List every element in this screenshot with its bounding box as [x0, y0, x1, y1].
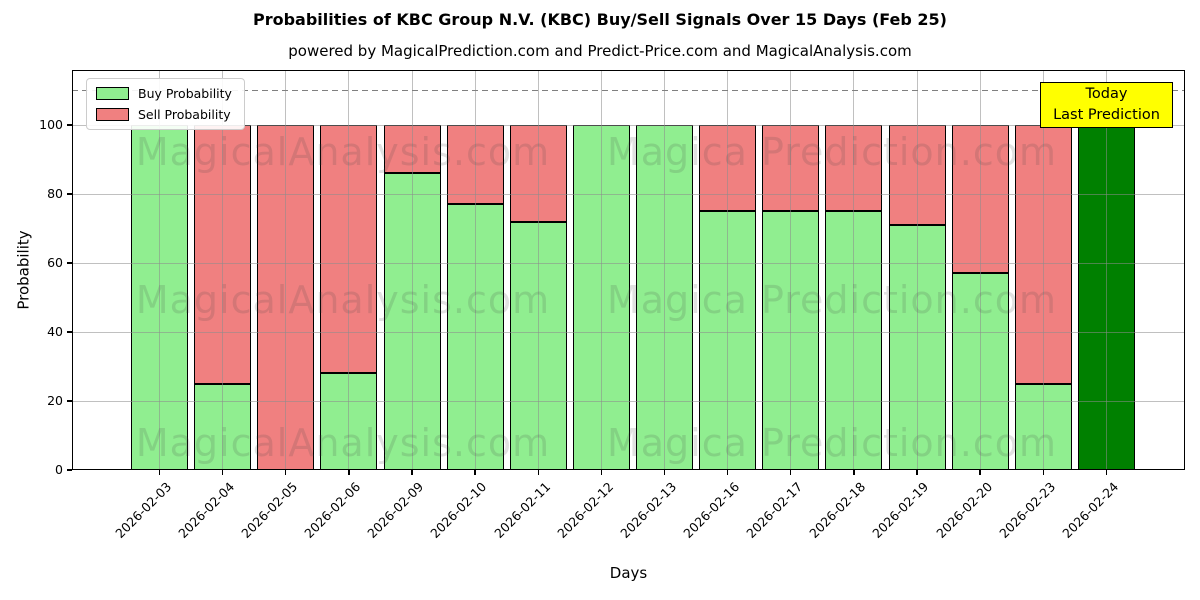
x-tick-mark — [221, 470, 224, 475]
legend-label-sell: Sell Probability — [138, 107, 231, 122]
x-tick-mark — [790, 470, 792, 475]
x-tick-mark — [853, 470, 855, 475]
vertical-gridline — [979, 70, 981, 470]
vertical-gridline — [159, 70, 160, 470]
y-tick-label: 40 — [47, 324, 63, 340]
x-tick-mark — [158, 470, 161, 475]
vertical-gridline — [790, 70, 792, 470]
x-tick-mark — [979, 470, 981, 475]
vertical-gridline — [916, 70, 918, 470]
y-tick-mark — [67, 124, 72, 126]
x-tick-mark — [411, 470, 413, 475]
vertical-gridline — [853, 70, 855, 470]
y-tick-label: 20 — [47, 393, 63, 409]
y-tick-mark — [67, 400, 72, 402]
x-tick-label: 2026-02-19 — [869, 479, 932, 541]
vertical-gridline — [1042, 70, 1044, 470]
legend-item-sell: Sell Probability — [96, 107, 232, 122]
sell-color-swatch — [96, 108, 129, 121]
x-tick-label: 2026-02-05 — [238, 479, 301, 541]
x-tick-label: 2026-02-09 — [364, 479, 427, 541]
x-tick-label: 2026-02-23 — [995, 479, 1058, 541]
vertical-gridline — [537, 70, 539, 470]
vertical-gridline — [285, 70, 287, 470]
x-tick-mark — [1105, 470, 1108, 475]
x-tick-mark — [474, 470, 476, 475]
x-tick-mark — [916, 470, 918, 475]
vertical-gridline — [727, 70, 729, 470]
x-tick-label: 2026-02-04 — [175, 479, 238, 541]
today-annotation-line1: Today — [1085, 86, 1128, 102]
x-tick-label: 2026-02-10 — [427, 479, 490, 541]
x-tick-mark — [348, 470, 350, 475]
legend-label-buy: Buy Probability — [138, 86, 232, 101]
vertical-gridline — [222, 70, 224, 470]
x-tick-label: 2026-02-03 — [112, 479, 175, 541]
y-tick-label: 80 — [47, 186, 63, 202]
x-tick-mark — [600, 470, 603, 475]
y-tick-mark — [67, 262, 72, 264]
legend: Buy Probability Sell Probability — [86, 78, 245, 130]
vertical-gridline — [1105, 70, 1107, 470]
today-annotation-line2: Last Prediction — [1053, 107, 1160, 123]
vertical-gridline — [600, 70, 602, 470]
x-tick-label: 2026-02-17 — [743, 479, 806, 541]
plot-area: Buy Probability Sell Probability Today L… — [15, 70, 1185, 582]
x-tick-label: 2026-02-16 — [680, 479, 743, 541]
x-tick-label: 2026-02-13 — [617, 479, 680, 541]
horizontal-gridline — [72, 401, 1185, 403]
legend-item-buy: Buy Probability — [96, 86, 232, 101]
x-tick-label: 2026-02-18 — [806, 479, 869, 541]
x-tick-label: 2026-02-11 — [490, 479, 553, 541]
horizontal-gridline — [72, 125, 1185, 127]
x-tick-mark — [537, 470, 539, 475]
y-tick-label: 0 — [55, 462, 63, 477]
x-tick-label: 2026-02-20 — [932, 479, 995, 541]
y-tick-label: 60 — [47, 255, 63, 271]
x-tick-mark — [285, 470, 287, 475]
vertical-gridline — [664, 70, 666, 470]
x-tick-mark — [726, 470, 729, 475]
x-axis-label: Days — [609, 564, 648, 582]
vertical-gridline — [348, 70, 350, 470]
x-tick-label: 2026-02-06 — [301, 479, 364, 541]
chart-subtitle: powered by MagicalPrediction.com and Pre… — [288, 42, 912, 60]
vertical-gridline — [411, 70, 413, 470]
today-annotation: Today Last Prediction — [1040, 82, 1173, 128]
x-tick-mark — [1042, 470, 1044, 475]
x-tick-mark — [663, 470, 666, 475]
horizontal-gridline — [72, 194, 1185, 196]
dashed-threshold-line — [72, 89, 1185, 92]
x-tick-label: 2026-02-24 — [1059, 479, 1122, 541]
horizontal-gridline — [72, 263, 1185, 265]
chart-title: Probabilities of KBC Group N.V. (KBC) Bu… — [252, 10, 947, 29]
y-tick-mark — [67, 469, 72, 471]
horizontal-gridline — [72, 332, 1185, 334]
y-tick-mark — [67, 331, 72, 333]
x-tick-label: 2026-02-12 — [554, 479, 617, 541]
y-tick-mark — [67, 193, 72, 195]
buy-color-swatch — [96, 87, 129, 100]
y-tick-label: 100 — [39, 117, 63, 133]
vertical-gridline — [474, 70, 476, 470]
